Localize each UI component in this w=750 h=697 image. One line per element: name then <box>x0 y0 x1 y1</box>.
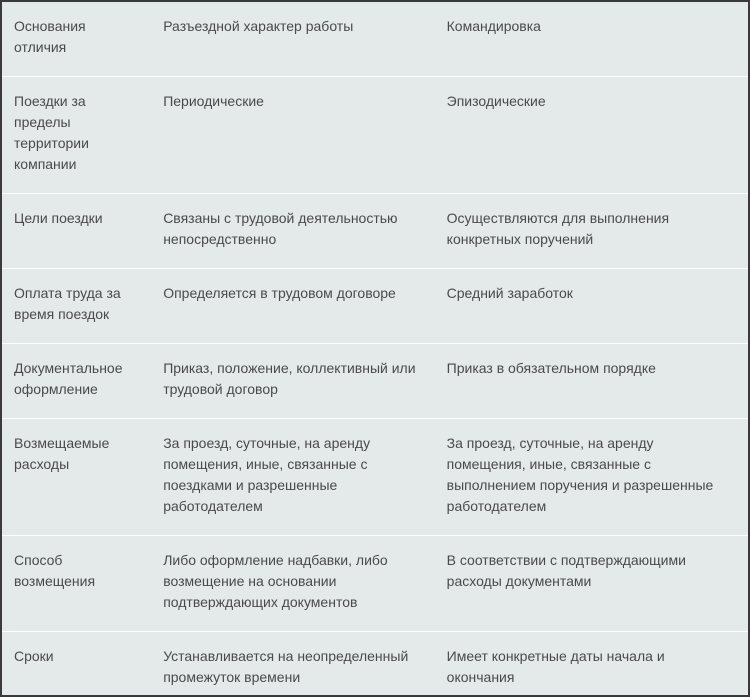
cell-traveling-work: Разъездной характер работы <box>151 2 434 77</box>
cell-business-trip: Имеет конкретные даты начала и окончания <box>435 632 748 697</box>
cell-criterion: Сроки <box>2 632 151 697</box>
table-row: Основания отличия Разъездной характер ра… <box>2 2 748 77</box>
cell-traveling-work: Периодические <box>151 77 434 194</box>
cell-criterion: Основания отличия <box>2 2 151 77</box>
cell-business-trip: За проезд, суточные, на аренду помещения… <box>435 419 748 536</box>
table-row: Способ возмещения Либо оформление надбав… <box>2 536 748 632</box>
cell-traveling-work: Устанавливается на неопределенный промеж… <box>151 632 434 697</box>
table-row: Документальное оформление Приказ, положе… <box>2 344 748 419</box>
comparison-table-container: Основания отличия Разъездной характер ра… <box>0 0 750 697</box>
table-body: Основания отличия Разъездной характер ра… <box>2 2 748 697</box>
table-row: Оплата труда за время поездок Определяет… <box>2 269 748 344</box>
table-row: Сроки Устанавливается на неопределенный … <box>2 632 748 697</box>
cell-criterion: Возмещаемые расходы <box>2 419 151 536</box>
table-row: Возмещаемые расходы За проезд, суточные,… <box>2 419 748 536</box>
cell-criterion: Цели поездки <box>2 194 151 269</box>
cell-traveling-work: Либо оформление надбавки, либо возмещени… <box>151 536 434 632</box>
cell-business-trip: Средний заработок <box>435 269 748 344</box>
cell-business-trip: Командировка <box>435 2 748 77</box>
cell-business-trip: Эпизодические <box>435 77 748 194</box>
cell-business-trip: Осуществляются для выполнения конкретных… <box>435 194 748 269</box>
cell-business-trip: В соответствии с подтверждающими расходы… <box>435 536 748 632</box>
cell-criterion: Оплата труда за время поездок <box>2 269 151 344</box>
cell-traveling-work: За проезд, суточные, на аренду помещения… <box>151 419 434 536</box>
cell-traveling-work: Приказ, положение, коллективный или труд… <box>151 344 434 419</box>
cell-criterion: Документальное оформление <box>2 344 151 419</box>
cell-traveling-work: Связаны с трудовой деятельностью непосре… <box>151 194 434 269</box>
cell-business-trip: Приказ в обязательном порядке <box>435 344 748 419</box>
table-row: Цели поездки Связаны с трудовой деятельн… <box>2 194 748 269</box>
table-row: Поездки за пределы территории компании П… <box>2 77 748 194</box>
cell-traveling-work: Определяется в трудовом договоре <box>151 269 434 344</box>
cell-criterion: Поездки за пределы территории компании <box>2 77 151 194</box>
cell-criterion: Способ возмещения <box>2 536 151 632</box>
comparison-table: Основания отличия Разъездной характер ра… <box>2 2 748 697</box>
